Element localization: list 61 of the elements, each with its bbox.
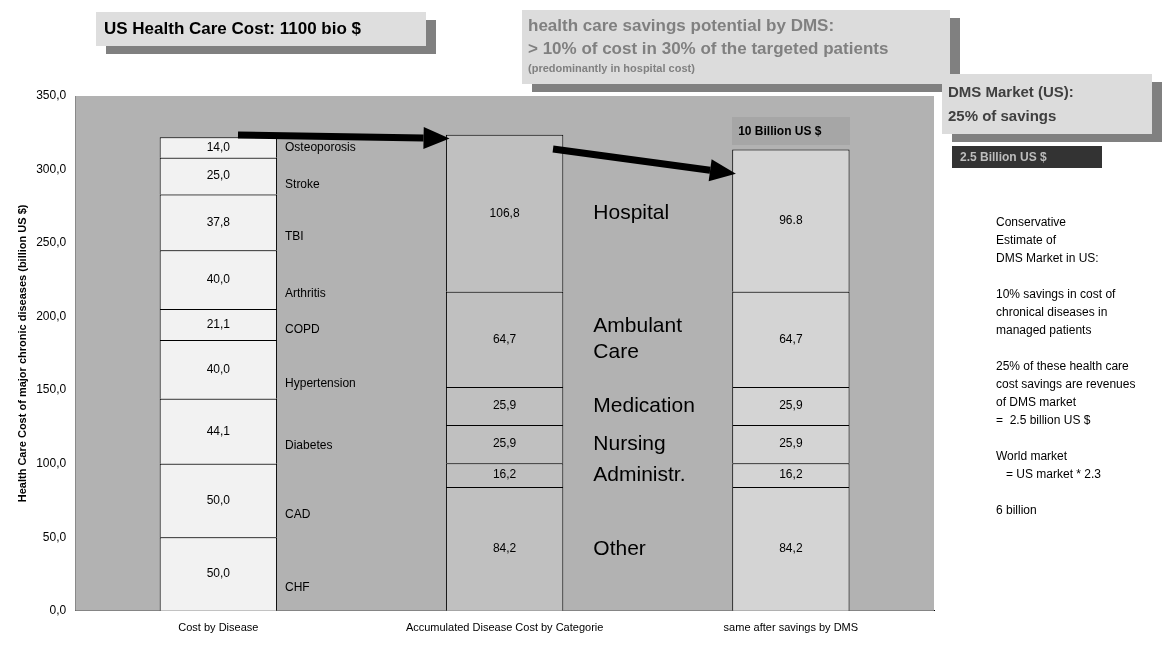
data-label: 16,2 (779, 467, 803, 482)
data-label: 14,0 (206, 139, 231, 154)
data-label: 25,9 (492, 436, 517, 451)
series-label: Administr. (593, 461, 686, 485)
text: 2.5 Billion US $ (952, 146, 1102, 168)
series-label: Medication (593, 392, 695, 416)
data-label: 25,9 (779, 398, 803, 413)
text: (predominantly in hospital cost) (528, 61, 696, 76)
x-tick-label: Accumulated Disease Cost by Categorie (405, 621, 604, 634)
text: 25% of these health care cost savings are revenues of DMS market = 2.5 billion US $ (996, 358, 1136, 429)
series-label: COPD (285, 322, 321, 337)
data-label: 44,1 (206, 423, 231, 438)
series-label: TBI (285, 228, 304, 243)
data-label: 37,8 (206, 214, 231, 229)
data-label: 84,2 (492, 541, 517, 556)
data-label: 50,0 (206, 492, 231, 507)
series-label: Nursing (593, 430, 666, 454)
data-label: 64,7 (492, 331, 517, 346)
y-tick-label: 250,0 (36, 235, 67, 250)
series-label: Osteoporosis (285, 140, 356, 155)
text: 6 billion (996, 502, 1038, 519)
text: 10% savings in cost of chronical diseases in managed patients (996, 286, 1117, 339)
series-label: Hospital (593, 200, 670, 224)
y-tick-label: 50,0 (42, 529, 67, 544)
text: World market = US market * 2.3 (996, 448, 1103, 483)
series-label: Arthritis (285, 285, 326, 300)
data-label: 96.8 (779, 212, 803, 227)
series-label: Stroke (285, 176, 321, 191)
series-label: CAD (285, 506, 311, 521)
series-label: Other (593, 535, 646, 559)
text: > 10% of cost in 30% of the targeted patients (528, 38, 890, 60)
series-label: Ambulant Care (593, 313, 683, 363)
data-label: 64,7 (779, 331, 803, 346)
text: DMS Market (US): (948, 82, 1075, 102)
y-tick-label: 200,0 (36, 308, 67, 323)
annotation: 10 Billion US $ (732, 117, 851, 146)
data-label: 40,0 (206, 361, 231, 376)
x-tick-label: Cost by Disease (178, 621, 259, 634)
data-label: 16,2 (492, 467, 517, 482)
text: US Health Care Cost: 1100 bio $ (96, 12, 426, 46)
y-axis-title: Health Care Cost of major chronic diseases (billion US $) (15, 204, 28, 503)
series-label: Diabetes (285, 437, 333, 452)
data-label: 25,9 (492, 398, 517, 413)
y-tick-label: 300,0 (36, 161, 67, 176)
y-tick-label: 350,0 (36, 88, 67, 103)
x-tick-label: same after savings by DMS (723, 621, 859, 634)
data-label: 50,0 (206, 566, 231, 581)
text: 25% of savings (948, 106, 1058, 126)
data-label: 25,9 (779, 436, 803, 451)
data-label: 40,0 (206, 271, 231, 286)
text: health care savings potential by DMS: (528, 15, 836, 37)
series-label: CHF (285, 580, 310, 595)
data-label: 25,0 (206, 168, 231, 183)
y-tick-label: 0,0 (49, 603, 67, 618)
text: Conservative Estimate of DMS Market in US: (996, 214, 1100, 267)
data-label: 106,8 (489, 205, 520, 220)
data-label: 84,2 (779, 541, 803, 556)
data-label: 21,1 (206, 316, 231, 331)
y-tick-label: 150,0 (36, 382, 67, 397)
series-label: Hypertension (285, 375, 356, 390)
y-tick-label: 100,0 (36, 456, 67, 471)
